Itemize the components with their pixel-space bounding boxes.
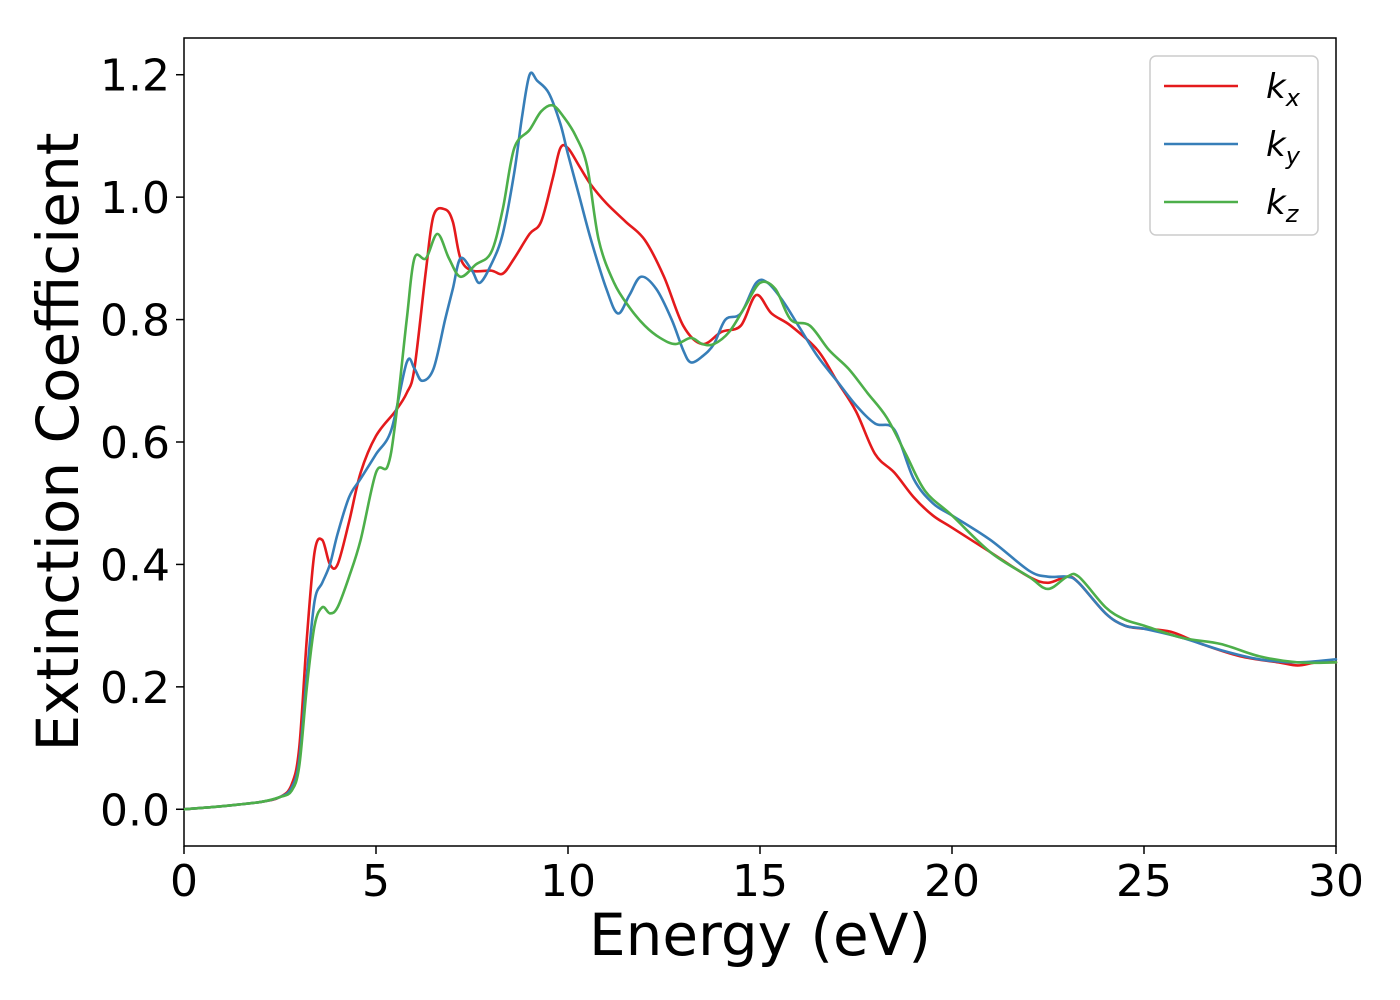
y-tick-label: 1.2: [100, 51, 170, 102]
y-tick-label: 0.0: [100, 785, 170, 836]
y-axis-label: Extinction Coefficient: [24, 133, 92, 752]
y-tick-label: 0.4: [100, 540, 170, 591]
y-axis-ticks: 0.0 0.2 0.4 0.6 0.8 1.0 1.2: [100, 51, 184, 836]
y-tick-label: 0.8: [100, 296, 170, 347]
legend-label-ky: ky: [1266, 125, 1301, 170]
legend-label-base: k: [1266, 183, 1287, 223]
series-line-ky: [182, 71, 1338, 811]
legend-label-base: k: [1266, 67, 1287, 107]
series-layer: [182, 71, 1338, 811]
legend-label-base: k: [1266, 125, 1287, 165]
x-tick-label: 5: [362, 856, 390, 907]
x-tick-label: 25: [1116, 856, 1172, 907]
legend-label-subscript: y: [1285, 142, 1301, 170]
y-tick-label: 0.2: [100, 663, 170, 714]
legend-label-kx: kx: [1266, 67, 1301, 112]
series-line-kz: [182, 103, 1338, 811]
x-tick-label: 30: [1308, 856, 1364, 907]
legend-box: [1149, 55, 1319, 236]
x-axis-ticks: 0 5 10 15 20 25 30: [170, 846, 1364, 907]
legend-label-subscript: x: [1285, 84, 1301, 112]
y-tick-label: 0.6: [100, 418, 170, 469]
plot-area: 0 5 10 15 20 25 30 0.0 0.2 0.4 0.6 0.8 1.0 1.2: [100, 37, 1364, 907]
y-tick-label: 1.0: [100, 173, 170, 224]
legend-label-subscript: z: [1285, 200, 1300, 228]
x-axis-label: Energy (eV): [589, 901, 931, 969]
legend-label-kz: kz: [1266, 183, 1300, 228]
x-tick-label: 10: [540, 856, 596, 907]
x-tick-label: 0: [170, 856, 198, 907]
x-tick-label: 15: [732, 856, 788, 907]
x-tick-label: 20: [924, 856, 980, 907]
plot-frame: [183, 37, 1337, 847]
